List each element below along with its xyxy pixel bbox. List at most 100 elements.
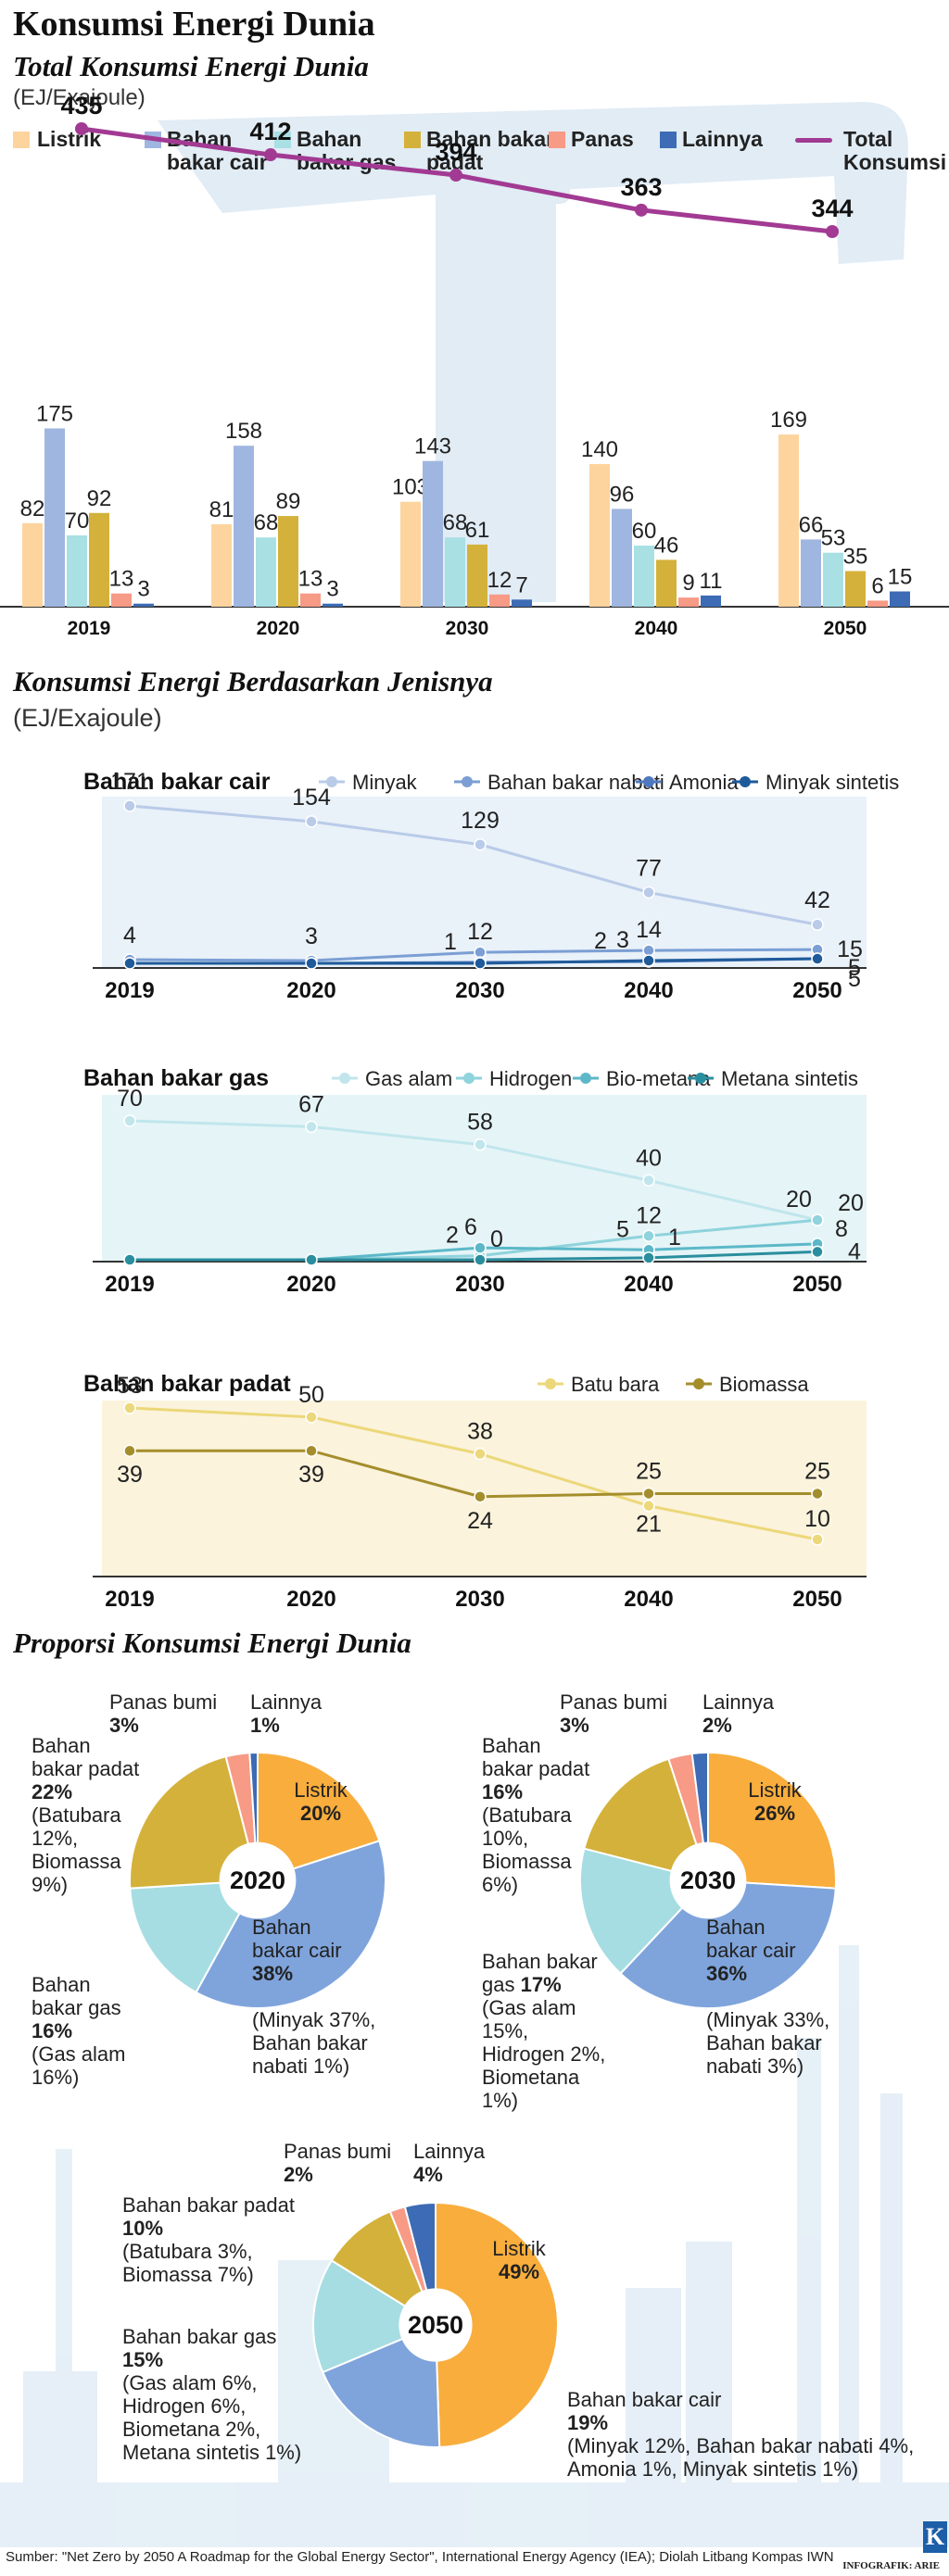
pie-2050-hole — [399, 2288, 473, 2362]
panel-bahan-bakar-gas-x-tick-2020: 2020 — [286, 1272, 335, 1297]
panel-bahan-bakar-padat-value-batu-bara-2050: 10 — [804, 1506, 830, 1532]
panel-bahan-bakar-padat-point-batu-bara-2030 — [474, 1447, 487, 1461]
x-tick-2050: 2050 — [824, 618, 867, 639]
panel-bahan-bakar-gas-legend-dot-bio-metana — [580, 1073, 591, 1084]
panel-bahan-bakar-padat-value-biomassa-2030: 24 — [467, 1508, 493, 1534]
pie2020-gas-label: Bahan bakar gas 16% (Gas alam 16%) — [32, 1973, 126, 2089]
bar-label-bahan-bakar-padat-2050: 35 — [843, 545, 868, 570]
proportion-pies: 2020 2030 2050 — [129, 1751, 837, 2448]
panel-bahan-bakar-cair-x-tick-2030: 2030 — [455, 978, 504, 1003]
panel-bahan-bakar-cair-legend-dot-minyak-sintetis — [740, 776, 751, 787]
panel-bahan-bakar-padat-point-biomassa-2050 — [811, 1487, 824, 1501]
panel-bahan-bakar-padat-value-biomassa-2050: 25 — [804, 1458, 830, 1484]
panel-bahan-bakar-padat-x-tick-2019: 2019 — [105, 1587, 154, 1612]
pie2050-panas-bumi-label: Panas bumi 2% — [284, 2140, 392, 2186]
panel-bahan-bakar-cair-background — [102, 797, 867, 968]
bar-bahan-bakar-gas-2030 — [445, 537, 465, 607]
panel-bahan-bakar-padat-value-batu-bara-2030: 38 — [467, 1419, 493, 1445]
panel-bahan-bakar-padat-point-biomassa-2030 — [474, 1490, 487, 1503]
pie-2050-slice-listrik — [435, 2201, 559, 2448]
bar-bahan-bakar-gas-2020 — [256, 537, 276, 607]
panel-bahan-bakar-gas-title: Bahan bakar gas — [83, 1065, 269, 1091]
legend-swatch-listrik — [13, 132, 30, 148]
panel-bahan-bakar-gas-x-tick-2050: 2050 — [792, 1272, 841, 1297]
panel-bahan-bakar-cair-legend-label-minyak: Minyak — [352, 771, 418, 794]
panel-bahan-bakar-gas-point-metana-sintetis-2050 — [811, 1245, 824, 1259]
bar-bahan-bakar-gas-2019 — [67, 535, 87, 607]
panel-bahan-bakar-cair-value-minyak-sintetis-2040: 3 — [616, 927, 629, 953]
bar-panas-2050 — [867, 600, 888, 607]
bar-label-listrik-2019: 82 — [20, 496, 45, 521]
pie-2050-slice-bahan-bakar-gas — [312, 2259, 438, 2374]
panel-bahan-bakar-gas-point-gas-alam-2040 — [642, 1174, 655, 1187]
bar-lainnya-2050 — [890, 591, 910, 607]
panel-bahan-bakar-cair-point-minyak-sintetis-2030 — [474, 957, 487, 970]
total-point-2019 — [75, 121, 88, 135]
panel-bahan-bakar-padat-point-batu-bara-2020 — [305, 1411, 318, 1424]
panel-bahan-bakar-gas-x-tick-2040: 2040 — [624, 1272, 673, 1297]
panel-bahan-bakar-gas-value-bio-metana-2040: 5 — [616, 1216, 629, 1242]
panel-bahan-bakar-cair-x-tick-2050: 2050 — [792, 978, 841, 1003]
panel-bahan-bakar-gas-value-hidrogen-2040: 12 — [636, 1202, 662, 1228]
x-tick-2020: 2020 — [257, 618, 300, 639]
panel-bahan-bakar-cair-value-minyak-2050: 42 — [804, 887, 830, 913]
bar-listrik-2040 — [589, 464, 610, 607]
bar-label-bahan-bakar-padat-2019: 92 — [87, 486, 112, 511]
panel-bahan-bakar-cair-value-amonia-2040: 2 — [594, 928, 607, 954]
legend-swatch-gas — [274, 132, 291, 148]
panel-bahan-bakar-cair-value-minyak-2020: 154 — [292, 785, 331, 810]
pie2020-panas-bumi-label: Panas bumi 3% — [109, 1690, 218, 1737]
legend-swatch-panas — [549, 132, 565, 148]
panel-bahan-bakar-padat-value-batu-bara-2040: 21 — [636, 1512, 662, 1538]
panel-bahan-bakar-cair-point-minyak-2050 — [811, 918, 824, 931]
bar-label-bahan-bakar-gas-2050: 53 — [821, 526, 846, 551]
section1-unit: (EJ/Exajoule) — [13, 85, 146, 110]
panel-bahan-bakar-gas-point-metana-sintetis-2019 — [123, 1253, 136, 1266]
bar-label-lainnya-2050: 15 — [888, 565, 913, 590]
pie-2030-slice-bahan-bakar-padat — [583, 1757, 710, 1882]
total-point-2040 — [635, 203, 648, 217]
pie-2050-year-label: 2050 — [408, 2311, 463, 2339]
bar-listrik-2019 — [22, 522, 43, 607]
pie2030-cair-label: Bahan bakar cair 36% — [706, 1916, 796, 1985]
panel-bahan-bakar-gas-legend-label-metana-sintetis: Metana sintetis — [721, 1067, 858, 1090]
pie-2020-slice-bahan-bakar-cair — [195, 1840, 386, 2009]
panel-bahan-bakar-padat-legend-dot-biomassa — [693, 1378, 704, 1389]
pie-2020-hole — [219, 1841, 297, 1919]
panel-bahan-bakar-gas-legend-dot-metana-sintetis — [695, 1073, 706, 1084]
panel-bahan-bakar-gas-value-bio-metana-2050: 8 — [835, 1216, 848, 1242]
bar-bahan-bakar-cair-2019 — [44, 428, 65, 607]
panel-bahan-bakar-cair-legend-dot-bahan-bakar-nabati — [462, 776, 473, 787]
legend-label-panas: Panas — [571, 127, 634, 151]
bar-bahan-bakar-cair-2050 — [801, 539, 821, 607]
bar-bahan-bakar-padat-2030 — [467, 544, 487, 607]
pie2020-cair-label: Bahan bakar cair 38% — [252, 1916, 342, 1985]
bar-label-panas-2030: 12 — [487, 568, 512, 593]
pie2030-padat-label: Bahan bakar padat 16% (Batubara 10%, Bioma… — [482, 1734, 590, 1896]
panel-bahan-bakar-gas-legend-label-gas-alam: Gas alam — [365, 1067, 452, 1090]
panel-bahan-bakar-padat-legend-dot-batu-bara — [545, 1378, 556, 1389]
bar-label-listrik-2020: 81 — [209, 497, 234, 522]
bar-bahan-bakar-gas-2050 — [823, 552, 843, 607]
bar-label-bahan-bakar-cair-2019: 175 — [36, 402, 73, 427]
panel-bahan-bakar-padat-point-batu-bara-2050 — [811, 1533, 824, 1546]
kompas-logo-icon: K — [923, 2521, 947, 2553]
bar-panas-2020 — [300, 593, 321, 607]
total-label-2050: 344 — [811, 195, 853, 222]
pie2020-padat-label: Bahan bakar padat 22% (Batubara 12%, Bioma… — [32, 1734, 140, 1896]
panel-bahan-bakar-padat-x-tick-2050: 2050 — [792, 1587, 841, 1612]
panel-bahan-bakar-gas-point-metana-sintetis-2030 — [474, 1253, 487, 1266]
legend-label-padat: Bahan bakar padat — [426, 127, 555, 174]
pie2030-lainnya-label: Lainnya 2% — [702, 1690, 775, 1737]
panel-bahan-bakar-cair-value-amonia-2050: 5 — [848, 955, 861, 981]
panel-bahan-bakar-cair-value-bahan-bakar-nabati-2019: 4 — [123, 923, 136, 949]
pie2030-panas-bumi-label: Panas bumi 3% — [560, 1690, 668, 1737]
panel-bahan-bakar-padat-title: Bahan bakar padat — [83, 1371, 291, 1397]
pie-2020-slice-listrik — [257, 1751, 381, 1882]
bar-panas-2019 — [111, 593, 132, 607]
total-label-2030: 394 — [435, 138, 476, 166]
x-tick-2019: 2019 — [68, 618, 111, 639]
pie2050-padat-label: Bahan bakar padat 10% (Batubara 3%, Biomas… — [122, 2193, 295, 2286]
panel-bahan-bakar-gas-value-hidrogen-2050: 20 — [838, 1190, 864, 1216]
